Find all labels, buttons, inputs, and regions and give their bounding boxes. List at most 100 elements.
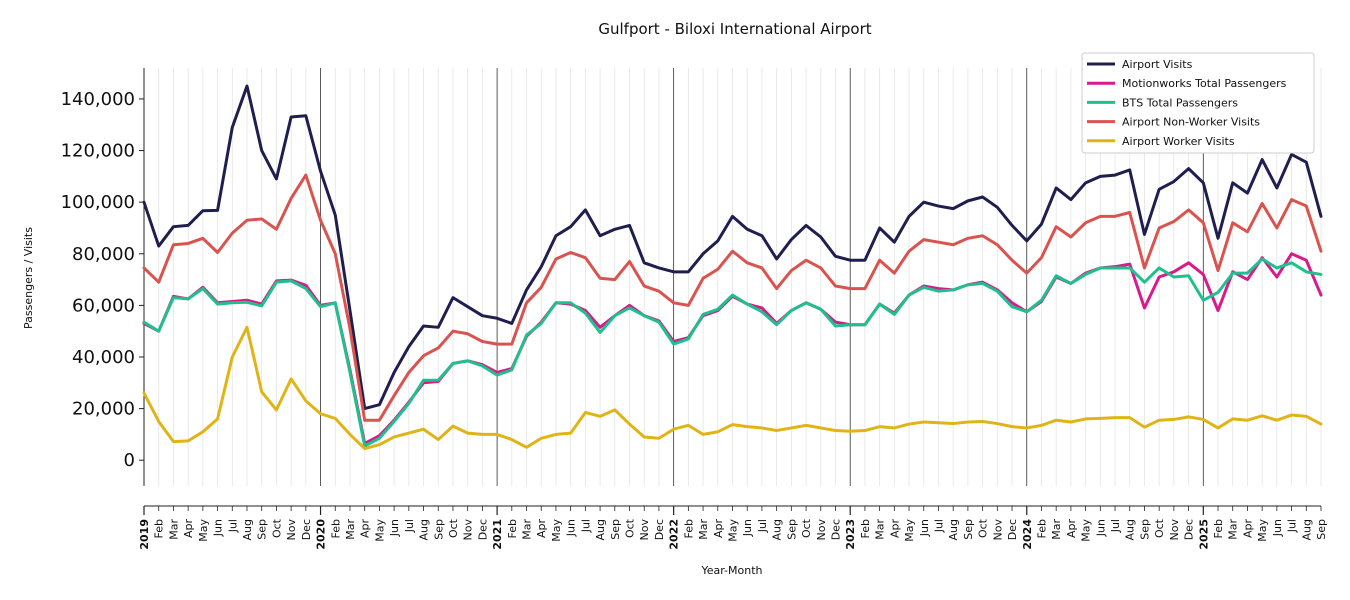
x-tick-label: Feb <box>506 519 519 538</box>
x-tick-label: Oct <box>624 518 637 538</box>
legend-entry: BTS Total Passengers <box>1122 96 1238 109</box>
legend: Airport Visits Motionworks Total Passenge… <box>1081 52 1315 154</box>
x-tick-label: Jun <box>1094 519 1107 537</box>
x-tick-label: Mar <box>1227 519 1240 540</box>
x-tick-label: Jun <box>918 519 931 537</box>
legend-entry: Airport Non-Worker Visits <box>1122 116 1260 129</box>
x-tick-label: Dec <box>829 519 842 540</box>
x-tick-label: Nov <box>285 519 298 541</box>
legend-entry: Motionworks Total Passengers <box>1122 77 1287 90</box>
chart-title: Gulfport - Biloxi International Airport <box>598 20 871 38</box>
x-tick-label: Apr <box>182 519 195 539</box>
y-tick-label: 100,000 <box>61 192 135 213</box>
x-tick-label: Nov <box>815 519 828 541</box>
x-tick-label: May <box>1256 519 1269 542</box>
x-tick-label: Jul <box>226 519 239 533</box>
x-tick-label: Jun <box>565 519 578 537</box>
x-tick-label: Nov <box>991 519 1004 541</box>
x-tick-label: May <box>903 519 916 542</box>
y-tick-label: 80,000 <box>72 244 135 265</box>
x-tick-label: Aug <box>418 519 431 540</box>
x-tick-label: 2020 <box>315 519 328 550</box>
x-tick-label: Nov <box>638 519 651 541</box>
x-tick-label: 2023 <box>844 519 857 550</box>
x-tick-label: Dec <box>476 519 489 540</box>
x-tick-label: Jun <box>741 519 754 537</box>
x-tick-label: Dec <box>1183 519 1196 540</box>
series-line <box>142 173 1323 422</box>
x-tick-label: Nov <box>462 519 475 541</box>
legend-frame <box>1081 52 1315 154</box>
axes: 0 20,000 40,000 60,000 80,000 100,000 120,000 1… <box>61 68 1328 550</box>
x-tick-label: Oct <box>1153 518 1166 538</box>
x-tick-label: Apr <box>712 519 725 539</box>
x-tick-label: Apr <box>1241 519 1254 539</box>
x-tick-label: Mar <box>344 519 357 540</box>
x-tick-label: Jul <box>403 519 416 533</box>
x-tick-label: Mar <box>874 519 887 540</box>
x-tick-label: Feb <box>329 519 342 538</box>
x-tick-label: Jun <box>388 519 401 537</box>
x-tick-label: May <box>197 519 210 542</box>
legend-entry: Airport Worker Visits <box>1122 135 1235 148</box>
x-tick-label: Jul <box>932 519 945 533</box>
x-tick-label: Feb <box>1035 519 1048 538</box>
x-tick-label: 2022 <box>668 519 681 550</box>
x-tick-label: Oct <box>270 518 283 538</box>
x-tick-label: Aug <box>241 519 254 540</box>
x-tick-label: Sep <box>785 519 798 540</box>
x-tick-label: Sep <box>962 519 975 540</box>
y-tick-label: 60,000 <box>72 295 135 316</box>
x-tick-label: May <box>1080 519 1093 542</box>
series-lines <box>142 84 1323 451</box>
x-tick-label: Jul <box>1286 519 1299 533</box>
y-tick-label: 120,000 <box>61 141 135 162</box>
x-tick-label: Sep <box>1138 519 1151 540</box>
x-tick-label: Dec <box>1006 519 1019 540</box>
x-tick-label: Feb <box>859 519 872 538</box>
x-tick-label: Dec <box>653 519 666 540</box>
series-line <box>142 84 1323 411</box>
x-tick-label: Jun <box>212 519 225 537</box>
x-tick-label: Oct <box>447 518 460 538</box>
series-line <box>142 325 1323 451</box>
x-tick-label: Sep <box>256 519 269 540</box>
x-tick-label: May <box>727 519 740 542</box>
y-tick-label: 40,000 <box>72 347 135 368</box>
x-tick-label: Sep <box>432 519 445 540</box>
x-tick-label: Jul <box>1109 519 1122 533</box>
x-tick-label: Mar <box>1050 519 1063 540</box>
x-tick-label: Mar <box>697 519 710 540</box>
x-tick-label: Jun <box>1271 519 1284 537</box>
x-tick-label: Sep <box>1315 519 1328 540</box>
x-tick-label: 2024 <box>1021 519 1034 550</box>
x-tick-label: Apr <box>1065 519 1078 539</box>
x-tick-label: Feb <box>153 519 166 538</box>
x-tick-label: Oct <box>800 518 813 538</box>
y-tick-label: 20,000 <box>72 399 135 420</box>
x-tick-label: Aug <box>594 519 607 540</box>
x-tick-label: Sep <box>609 519 622 540</box>
x-tick-label: May <box>373 519 386 542</box>
x-tick-label: Aug <box>947 519 960 540</box>
y-tick-label: 0 <box>124 450 135 471</box>
x-tick-label: Aug <box>771 519 784 540</box>
y-tick-label: 140,000 <box>61 89 135 110</box>
x-tick-label: 2019 <box>138 519 151 550</box>
x-tick-label: Apr <box>888 519 901 539</box>
x-tick-label: 2025 <box>1197 519 1210 550</box>
x-tick-label: Oct <box>977 518 990 538</box>
x-tick-label: Jul <box>756 519 769 533</box>
x-tick-label: May <box>550 519 563 542</box>
y-axis-label: Passengers / Visits <box>22 227 35 329</box>
x-tick-label: Apr <box>535 519 548 539</box>
x-tick-label: Mar <box>521 519 534 540</box>
x-tick-label: Apr <box>359 519 372 539</box>
x-tick-label: Jul <box>579 519 592 533</box>
x-tick-label: 2021 <box>491 519 504 550</box>
x-tick-label: Aug <box>1300 519 1313 540</box>
series-line <box>142 257 1323 448</box>
legend-entry: Airport Visits <box>1122 58 1193 71</box>
x-tick-label: Mar <box>167 519 180 540</box>
